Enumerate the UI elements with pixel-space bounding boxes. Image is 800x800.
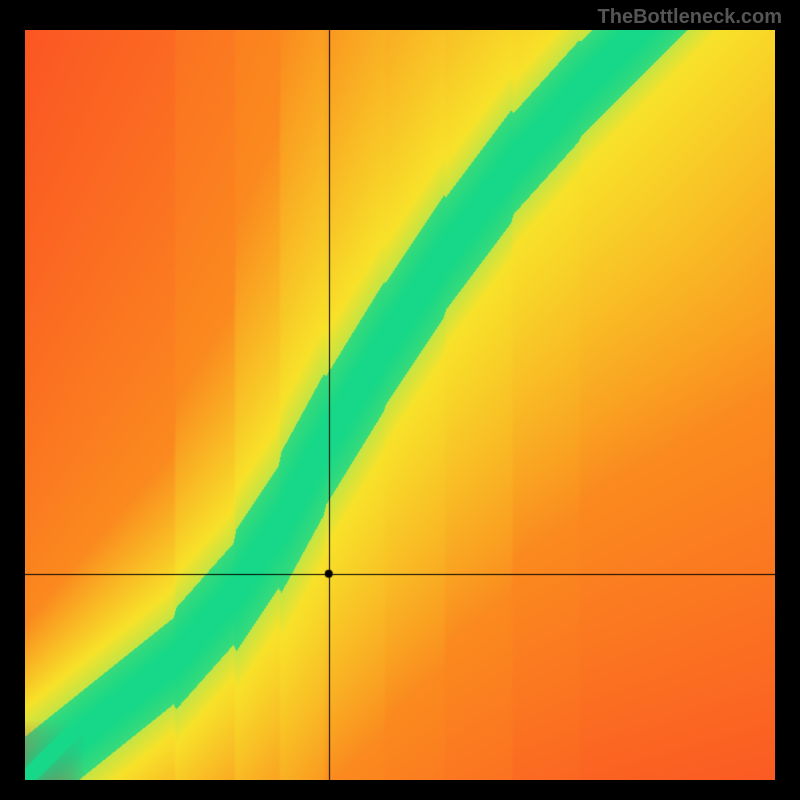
heatmap-canvas (25, 30, 775, 780)
watermark-text: TheBottleneck.com (598, 6, 782, 29)
